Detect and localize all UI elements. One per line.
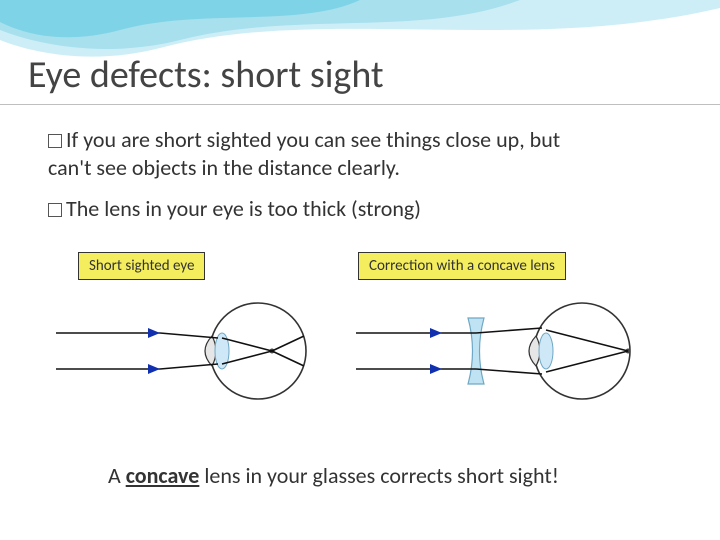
slide-title: Eye defects: short sight bbox=[28, 52, 384, 98]
concave-lens bbox=[468, 318, 484, 384]
bullet-2-text: The lens in your eye is too thick (stron… bbox=[66, 195, 421, 222]
bullet-1-line1: If you are short sighted you can see thi… bbox=[66, 126, 560, 153]
left-diagram bbox=[50, 286, 350, 416]
bullet-2: The lens in your eye is too thick (stron… bbox=[48, 195, 668, 223]
caption-pre: A bbox=[108, 462, 126, 489]
body-text: If you are short sighted you can see thi… bbox=[48, 126, 668, 237]
right-panel-label: Correction with a concave lens bbox=[358, 252, 566, 280]
caption-emph: concave bbox=[126, 462, 200, 489]
bullet-1: If you are short sighted you can see thi… bbox=[48, 126, 668, 181]
caption-post: lens in your glasses corrects short sigh… bbox=[199, 462, 559, 489]
bullet-1-line2: can't see objects in the distance clearl… bbox=[48, 154, 400, 181]
left-panel-label: Short sighted eye bbox=[78, 252, 205, 280]
caption: A concave lens in your glasses corrects … bbox=[108, 462, 559, 489]
right-diagram bbox=[350, 286, 670, 416]
eye-shape bbox=[205, 303, 306, 399]
title-underline bbox=[0, 104, 720, 105]
eye-shape bbox=[529, 303, 631, 399]
bullet-box-icon bbox=[48, 134, 62, 148]
bullet-box-icon bbox=[48, 203, 62, 217]
diagram-area: Short sighted eye Correction with a conc… bbox=[50, 260, 670, 430]
